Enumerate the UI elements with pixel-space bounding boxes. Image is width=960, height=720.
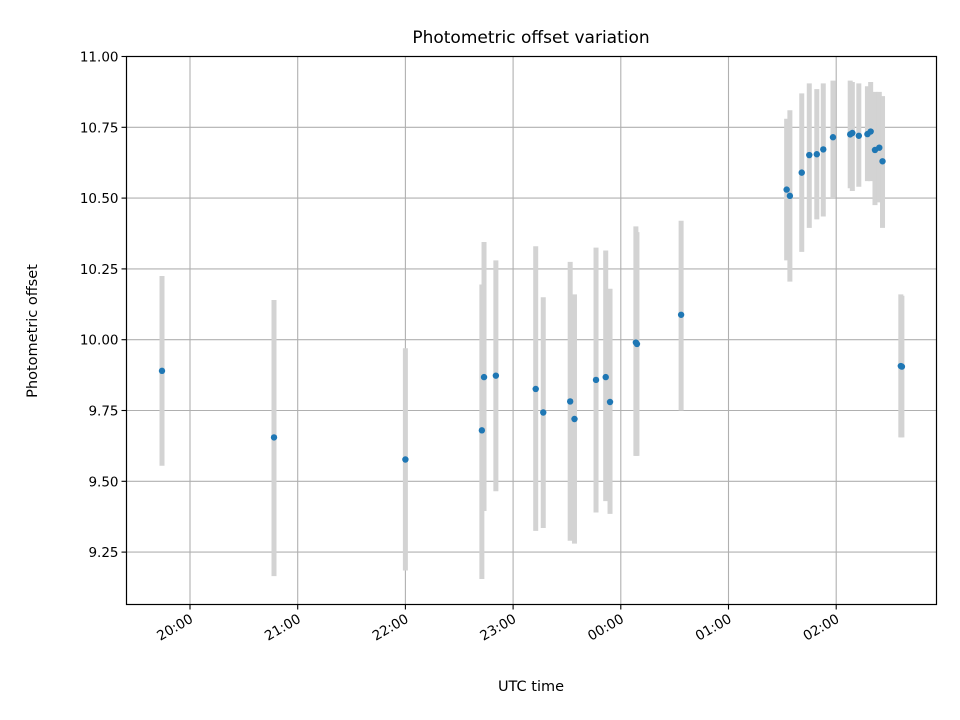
- data-point: [867, 128, 874, 135]
- x-axis-label: UTC time: [498, 679, 564, 695]
- y-tick-label: 10.00: [80, 333, 119, 349]
- data-point: [806, 151, 813, 159]
- y-tick-label: 10.25: [80, 262, 119, 278]
- data-point: [855, 132, 863, 139]
- data-point: [633, 340, 641, 348]
- data-point: [492, 372, 500, 379]
- data-point: [813, 151, 821, 158]
- data-point: [849, 129, 856, 137]
- y-tick-label: 11.00: [80, 50, 119, 66]
- data-point: [898, 363, 906, 370]
- data-point: [532, 385, 539, 393]
- data-point: [876, 144, 883, 151]
- y-axis-label: Photometric offset: [25, 264, 41, 398]
- data-point: [677, 311, 685, 318]
- data-point: [879, 158, 886, 165]
- data-point: [798, 169, 805, 176]
- data-point: [783, 186, 790, 193]
- data-point: [820, 146, 827, 153]
- data-point: [540, 409, 547, 416]
- data-point: [602, 373, 609, 381]
- data-point: [158, 367, 166, 375]
- data-point: [478, 427, 486, 434]
- data-point: [606, 398, 614, 406]
- data-point: [480, 373, 488, 381]
- plot-frame: [125, 55, 938, 606]
- y-tick-label: 9.50: [88, 474, 118, 490]
- chart-title: Photometric offset variation: [412, 28, 649, 48]
- data-point: [829, 134, 837, 141]
- y-tick-label: 9.75: [88, 404, 118, 420]
- data-point: [270, 434, 278, 441]
- data-point: [402, 456, 409, 463]
- y-tick-label: 10.75: [80, 120, 119, 136]
- data-point: [566, 398, 574, 405]
- data-point: [592, 376, 600, 384]
- y-tick-label: 9.25: [88, 545, 118, 561]
- data-point: [786, 192, 794, 200]
- data-points: [158, 128, 906, 463]
- y-tick-label: 10.50: [80, 191, 119, 207]
- data-point: [571, 415, 578, 423]
